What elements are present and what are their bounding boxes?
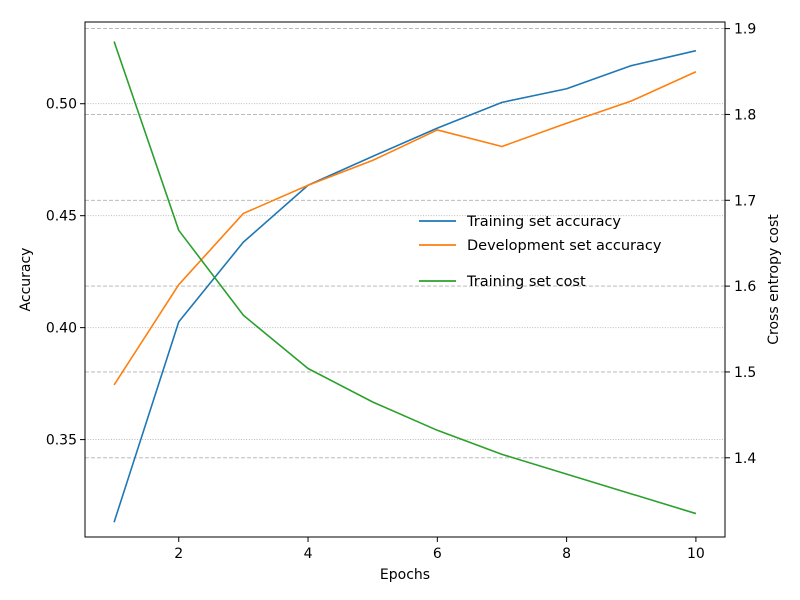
x-axis-ticks: 2 4 6 8 10 xyxy=(174,537,705,562)
right-y-tick-label: 1.5 xyxy=(734,365,756,381)
series-line-2 xyxy=(113,70,697,386)
x-tick-label: 10 xyxy=(687,546,705,562)
x-tick-label: 2 xyxy=(174,546,183,562)
right-y-tick-label: 1.8 xyxy=(734,107,756,123)
x-tick-label: 8 xyxy=(562,546,571,562)
plot-frame xyxy=(84,21,726,538)
legend: Training set accuracy Development set acc… xyxy=(419,214,662,290)
legend-label-3: Training set cost xyxy=(466,274,586,290)
series-lines xyxy=(113,41,697,523)
legend-label-2: Development set accuracy xyxy=(467,238,662,254)
left-y-tick-label: 0.45 xyxy=(46,209,77,225)
right-y-tick-label: 1.7 xyxy=(734,193,756,209)
right-y-axis-ticks: 1.4 1.5 1.6 1.7 1.8 1.9 xyxy=(725,22,756,467)
left-y-axis-label: Accuracy xyxy=(18,248,34,312)
left-y-tick-label: 0.40 xyxy=(46,321,77,337)
left-y-axis-ticks: 0.35 0.40 0.45 0.50 xyxy=(46,97,85,449)
right-y-tick-label: 1.4 xyxy=(734,451,756,467)
right-y-tick-label: 1.9 xyxy=(734,22,756,38)
left-y-tick-label: 0.50 xyxy=(46,97,77,113)
right-y-tick-label: 1.6 xyxy=(734,279,756,295)
left-y-tick-label: 0.35 xyxy=(46,433,77,449)
series-line-1 xyxy=(113,49,697,523)
x-tick-label: 4 xyxy=(304,546,313,562)
right-y-axis-label: Cross entropy cost xyxy=(766,214,782,345)
left-axis-gridlines xyxy=(85,103,725,441)
x-axis-label: Epochs xyxy=(380,567,430,583)
series-line-3 xyxy=(113,41,697,515)
legend-label-1: Training set accuracy xyxy=(466,214,621,230)
x-tick-label: 6 xyxy=(433,546,442,562)
right-axis-gridlines xyxy=(85,28,725,459)
